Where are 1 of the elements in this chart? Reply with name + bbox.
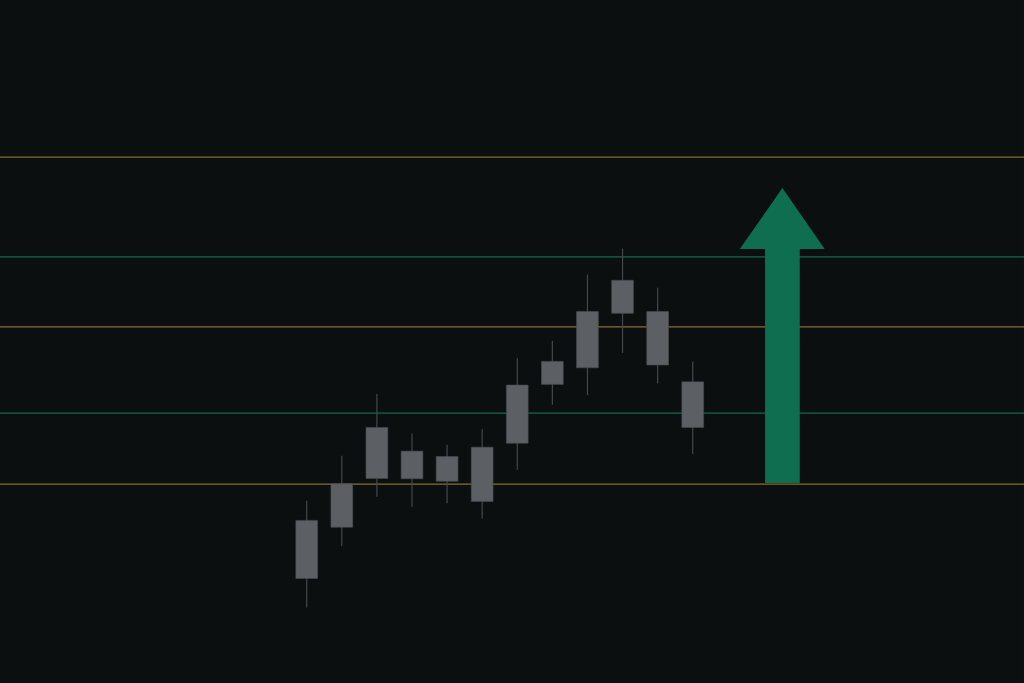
candlestick	[541, 340, 564, 406]
